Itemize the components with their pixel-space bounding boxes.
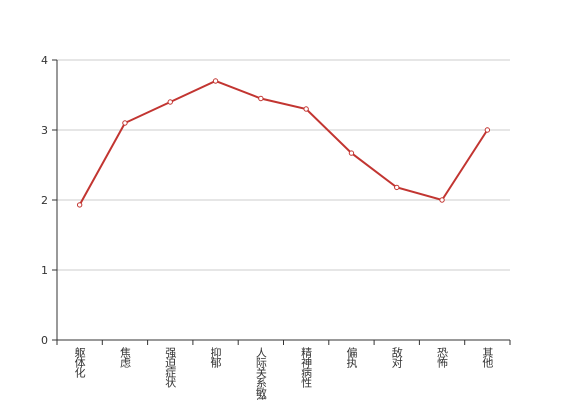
point [76,202,83,208]
line [78,79,489,206]
x-tick-label: 躯体化 [73,347,86,379]
point [484,127,491,133]
point [439,197,445,203]
x-tick-label: 敌对 [390,346,403,368]
x-tick-label: 抑郁 [209,346,222,368]
y-tick-label: 0 [41,334,48,347]
point [212,78,219,84]
point [258,95,264,102]
x-tick-label: 焦虑 [118,347,131,368]
point [394,184,400,191]
point [348,150,355,156]
x-tick-label: 精神病性 [300,347,313,389]
x-tick-label: 恐怖 [436,347,449,368]
y-tick-label: 2 [41,194,48,207]
point [167,99,173,105]
x-tick-label: 其他 [481,347,494,368]
x-tick-label: 人际关系敏感 [254,347,267,400]
y-tick-label: 4 [41,54,48,67]
point [303,106,309,112]
x-tick-label: 偏执 [345,346,358,369]
y-tick-label: 3 [41,124,48,137]
x-tick-label: 强迫症状 [164,347,177,388]
y-tick-label: 1 [41,264,48,277]
point [122,120,128,126]
